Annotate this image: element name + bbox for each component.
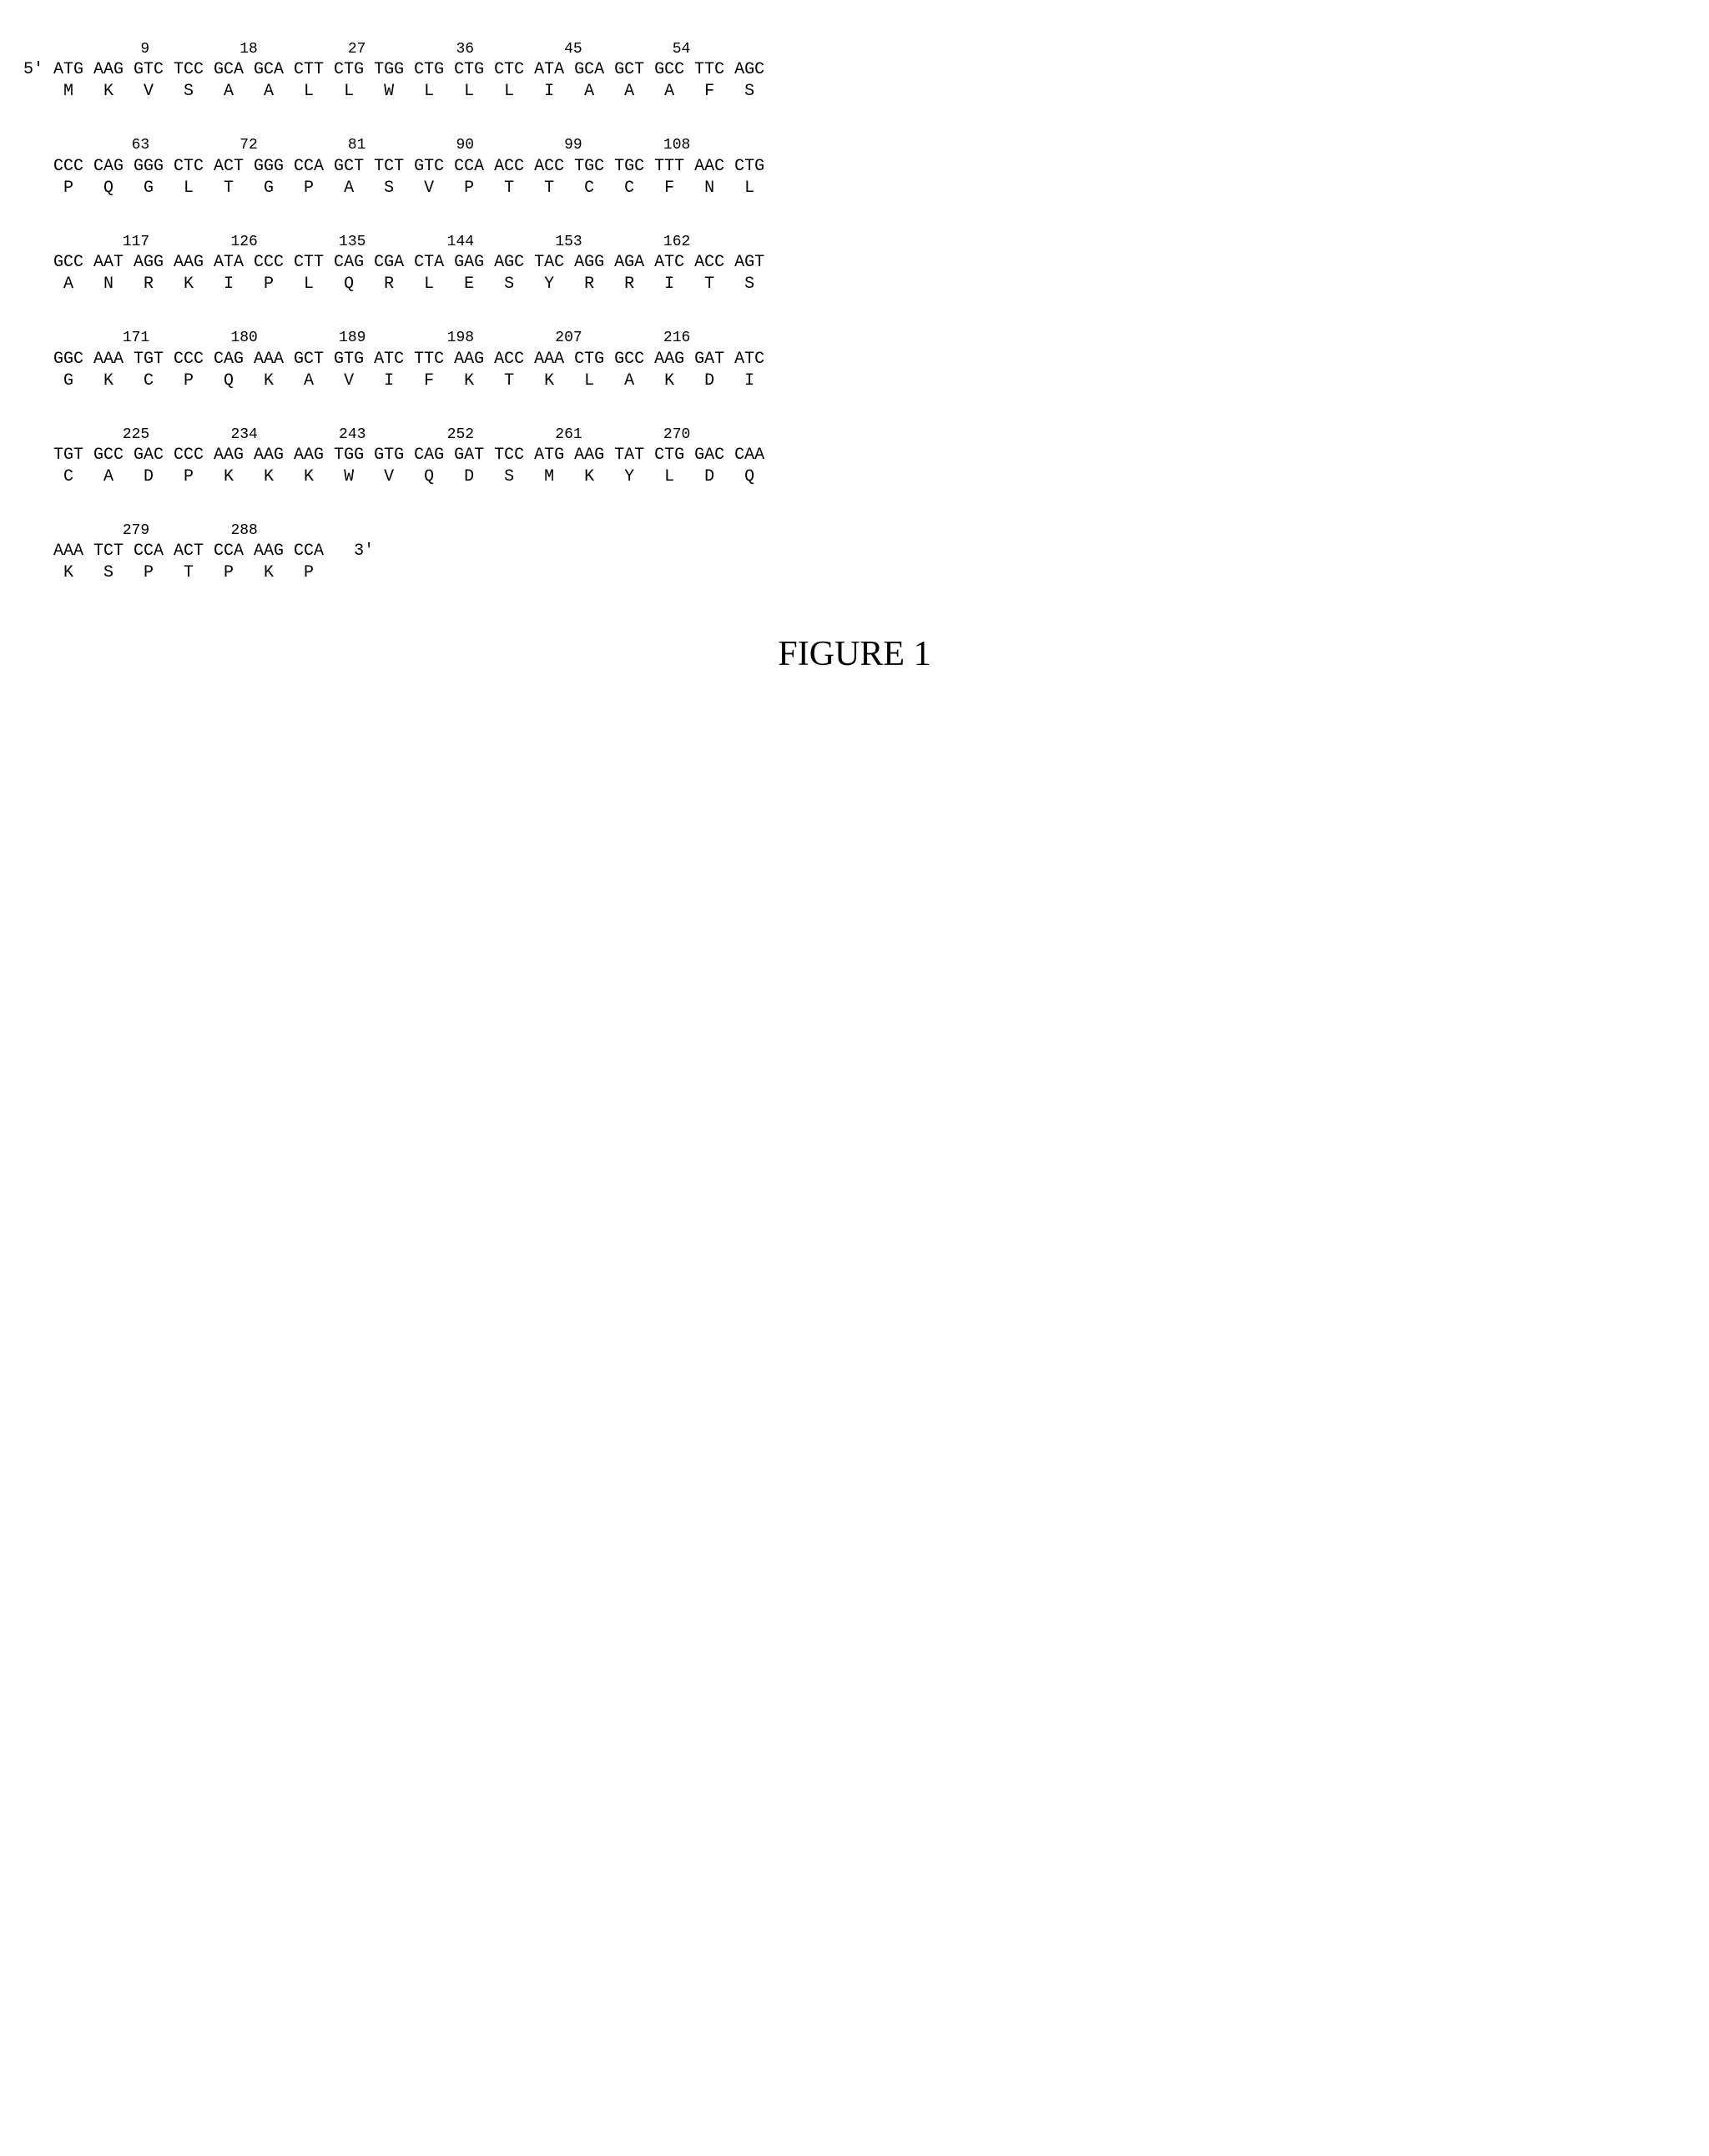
- codon-row: 5' ATG AAG GTC TCC GCA GCA CTT CTG TGG C…: [23, 59, 1686, 81]
- sequence-block: 9 18 27 36 45 54 5' ATG AAG GTC TCC GCA …: [23, 40, 1686, 103]
- sequence-block: 63 72 81 90 99 108 CCC CAG GGG CTC ACT G…: [23, 136, 1686, 199]
- position-row: 63 72 81 90 99 108: [23, 136, 1686, 155]
- sequence-block: 117 126 135 144 153 162 GCC AAT AGG AAG …: [23, 233, 1686, 295]
- position-row: 171 180 189 198 207 216: [23, 329, 1686, 348]
- position-row: 117 126 135 144 153 162: [23, 233, 1686, 252]
- figure-label: FIGURE 1: [23, 634, 1686, 674]
- codon-row: GCC AAT AGG AAG ATA CCC CTT CAG CGA CTA …: [23, 252, 1686, 274]
- codon-row: AAA TCT CCA ACT CCA AAG CCA 3': [23, 541, 1686, 562]
- codon-row: TGT GCC GAC CCC AAG AAG AAG TGG GTG CAG …: [23, 445, 1686, 466]
- position-row: 279 288: [23, 521, 1686, 541]
- sequence-listing: 9 18 27 36 45 54 5' ATG AAG GTC TCC GCA …: [23, 40, 1686, 584]
- sequence-block: 279 288 AAA TCT CCA ACT CCA AAG CCA 3' K…: [23, 521, 1686, 584]
- position-row: 225 234 243 252 261 270: [23, 426, 1686, 445]
- sequence-block: 171 180 189 198 207 216 GGC AAA TGT CCC …: [23, 329, 1686, 391]
- sequence-block: 225 234 243 252 261 270 TGT GCC GAC CCC …: [23, 426, 1686, 488]
- position-row: 9 18 27 36 45 54: [23, 40, 1686, 59]
- codon-row: CCC CAG GGG CTC ACT GGG CCA GCT TCT GTC …: [23, 156, 1686, 178]
- amino-acid-row: C A D P K K K W V Q D S M K Y L D Q: [23, 466, 1686, 488]
- amino-acid-row: G K C P Q K A V I F K T K L A K D I: [23, 370, 1686, 392]
- amino-acid-row: K S P T P K P: [23, 562, 1686, 584]
- amino-acid-row: P Q G L T G P A S V P T T C C F N L: [23, 178, 1686, 199]
- codon-row: GGC AAA TGT CCC CAG AAA GCT GTG ATC TTC …: [23, 349, 1686, 370]
- amino-acid-row: M K V S A A L L W L L L I A A A F S: [23, 81, 1686, 103]
- amino-acid-row: A N R K I P L Q R L E S Y R R I T S: [23, 274, 1686, 295]
